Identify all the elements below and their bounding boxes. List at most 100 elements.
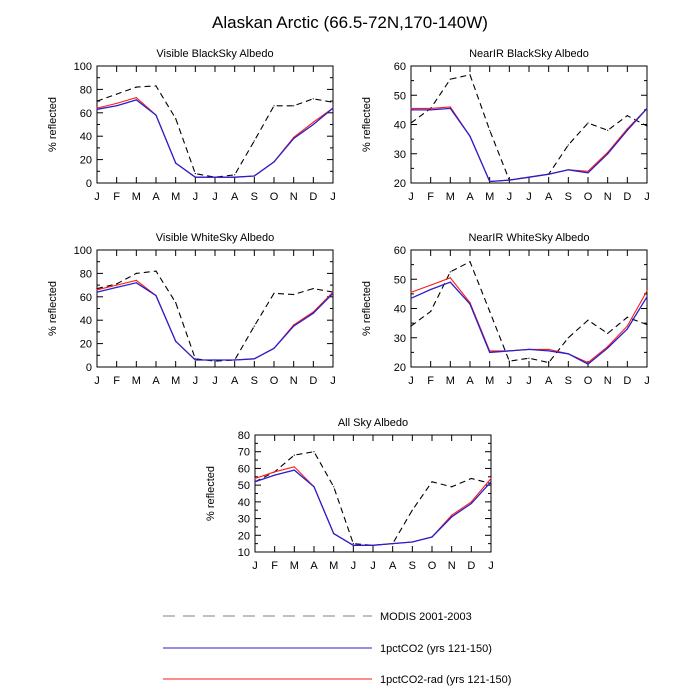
data-point-pct [469,303,471,305]
data-point-modis [587,122,589,124]
data-point-modis [116,283,118,285]
x-tick-label: J [370,560,376,572]
y-tick-label: 60 [394,245,406,257]
data-point-modis [135,86,137,88]
data-point-modis [449,271,451,273]
data-point-rad [626,325,628,327]
data-point-pct [96,291,98,293]
data-point-modis [430,310,432,312]
data-point-modis [431,481,433,483]
y-tick-label: 60 [80,108,92,120]
data-point-rad [430,107,432,109]
series-line-rad [96,96,334,178]
panel-title: Visible BlackSky Albedo [156,48,273,60]
y-axis-label: % reflected [47,281,59,336]
data-point-modis [548,362,550,364]
data-point-pct [155,114,157,116]
x-tick-label: A [466,191,474,203]
y-axis-label: % reflected [205,466,217,521]
x-tick-label: J [408,191,414,203]
x-tick-label: J [330,191,336,203]
x-tick-label: A [466,375,474,387]
data-point-pct [293,137,295,140]
data-point-rad [312,121,314,123]
data-point-modis [313,451,315,453]
data-point-modis [508,360,510,362]
data-point-modis [293,454,295,456]
y-tick-label: 50 [394,274,406,286]
y-tick-label: 30 [394,149,406,161]
y-tick-label: 20 [80,155,92,167]
data-point-pct [451,516,453,518]
x-tick-label: F [113,375,120,387]
data-point-rad [96,289,98,291]
data-point-pct [430,288,432,291]
data-point-modis [410,122,412,124]
x-tick-label: N [290,191,298,203]
x-tick-label: O [584,375,593,387]
data-point-modis [312,98,314,100]
data-point-pct [293,469,295,471]
x-tick-label: M [290,560,299,572]
y-tick-label: 0 [86,178,92,190]
data-point-pct [333,533,335,535]
x-tick-label: N [604,375,612,387]
panel-title: NearIR BlackSky Albedo [469,48,589,60]
x-tick-label: D [623,191,631,203]
data-point-pct [254,481,256,483]
series-line-modis [96,85,334,178]
x-tick-label: J [212,375,218,387]
x-tick-label: J [644,191,650,203]
data-point-modis [411,509,413,511]
y-tick-label: 100 [74,61,92,73]
x-tick-label: J [94,375,100,387]
chart-panel-3: Visible WhiteSky Albedo % reflected 0 20 40 6… [47,232,336,387]
data-point-rad [449,106,451,108]
data-point-pct [490,481,492,483]
data-point-pct [470,502,472,505]
x-tick-label: S [409,560,416,572]
data-point-modis [626,316,628,318]
panel-title: All Sky Albedo [338,417,408,429]
data-point-pct [194,176,196,178]
data-point-rad [490,477,492,480]
series-line-modis [254,451,492,546]
data-point-pct [646,107,648,109]
y-tick-label: 40 [238,497,250,509]
data-point-pct [155,295,157,297]
x-tick-label: M [329,560,338,572]
data-point-modis [253,325,255,327]
x-tick-label: J [351,560,357,572]
data-point-pct [273,347,275,349]
data-point-rad [293,466,295,468]
data-point-pct [96,108,98,110]
data-point-modis [490,482,492,485]
data-point-modis [607,129,609,131]
data-point-modis [273,292,275,294]
y-tick-label: 20 [80,339,92,351]
data-point-pct [567,169,569,171]
data-point-pct [214,176,216,178]
data-point-rad [135,279,137,281]
data-point-pct [548,350,550,352]
x-tick-label: A [310,560,318,572]
x-tick-label: J [193,191,199,203]
data-point-pct [234,176,236,178]
plot-frame [410,65,648,184]
x-tick-label: S [565,375,572,387]
series-line-rad [96,279,334,361]
x-tick-label: J [488,560,494,572]
x-tick-label: J [507,375,513,387]
data-point-modis [567,337,569,339]
data-point-modis [626,115,628,117]
data-point-modis [646,324,648,326]
data-point-rad [451,514,453,516]
chart-panel-1: Visible BlackSky Albedo % reflected 0 20 40 6… [47,48,336,203]
data-point-pct [274,474,276,476]
data-point-pct [489,180,491,183]
data-point-pct [253,175,255,177]
data-point-pct [293,325,295,327]
data-point-pct [253,358,255,360]
data-point-rad [96,107,98,109]
data-point-pct [508,179,510,181]
